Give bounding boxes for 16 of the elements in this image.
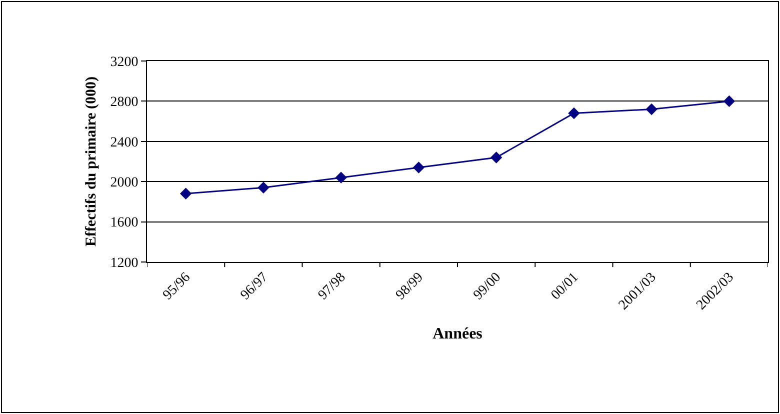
point: [258, 182, 270, 194]
x-axis-title: Années: [432, 326, 482, 343]
point: [568, 107, 580, 120]
point: [335, 172, 347, 184]
point: [412, 162, 425, 174]
y-tick-label: 1200: [110, 256, 138, 271]
point: [723, 95, 736, 108]
point: [180, 188, 192, 200]
y-tick-label: 1600: [110, 216, 138, 231]
y-tick-label: 3200: [110, 54, 138, 70]
point: [490, 152, 502, 164]
y-tick-label: 2000: [110, 176, 138, 190]
y-tick-label: 2400: [110, 135, 138, 150]
y-tick-label: 2800: [110, 95, 138, 110]
point: [646, 103, 658, 116]
y-axis-title: Effectifs du primaire (000): [83, 76, 100, 247]
